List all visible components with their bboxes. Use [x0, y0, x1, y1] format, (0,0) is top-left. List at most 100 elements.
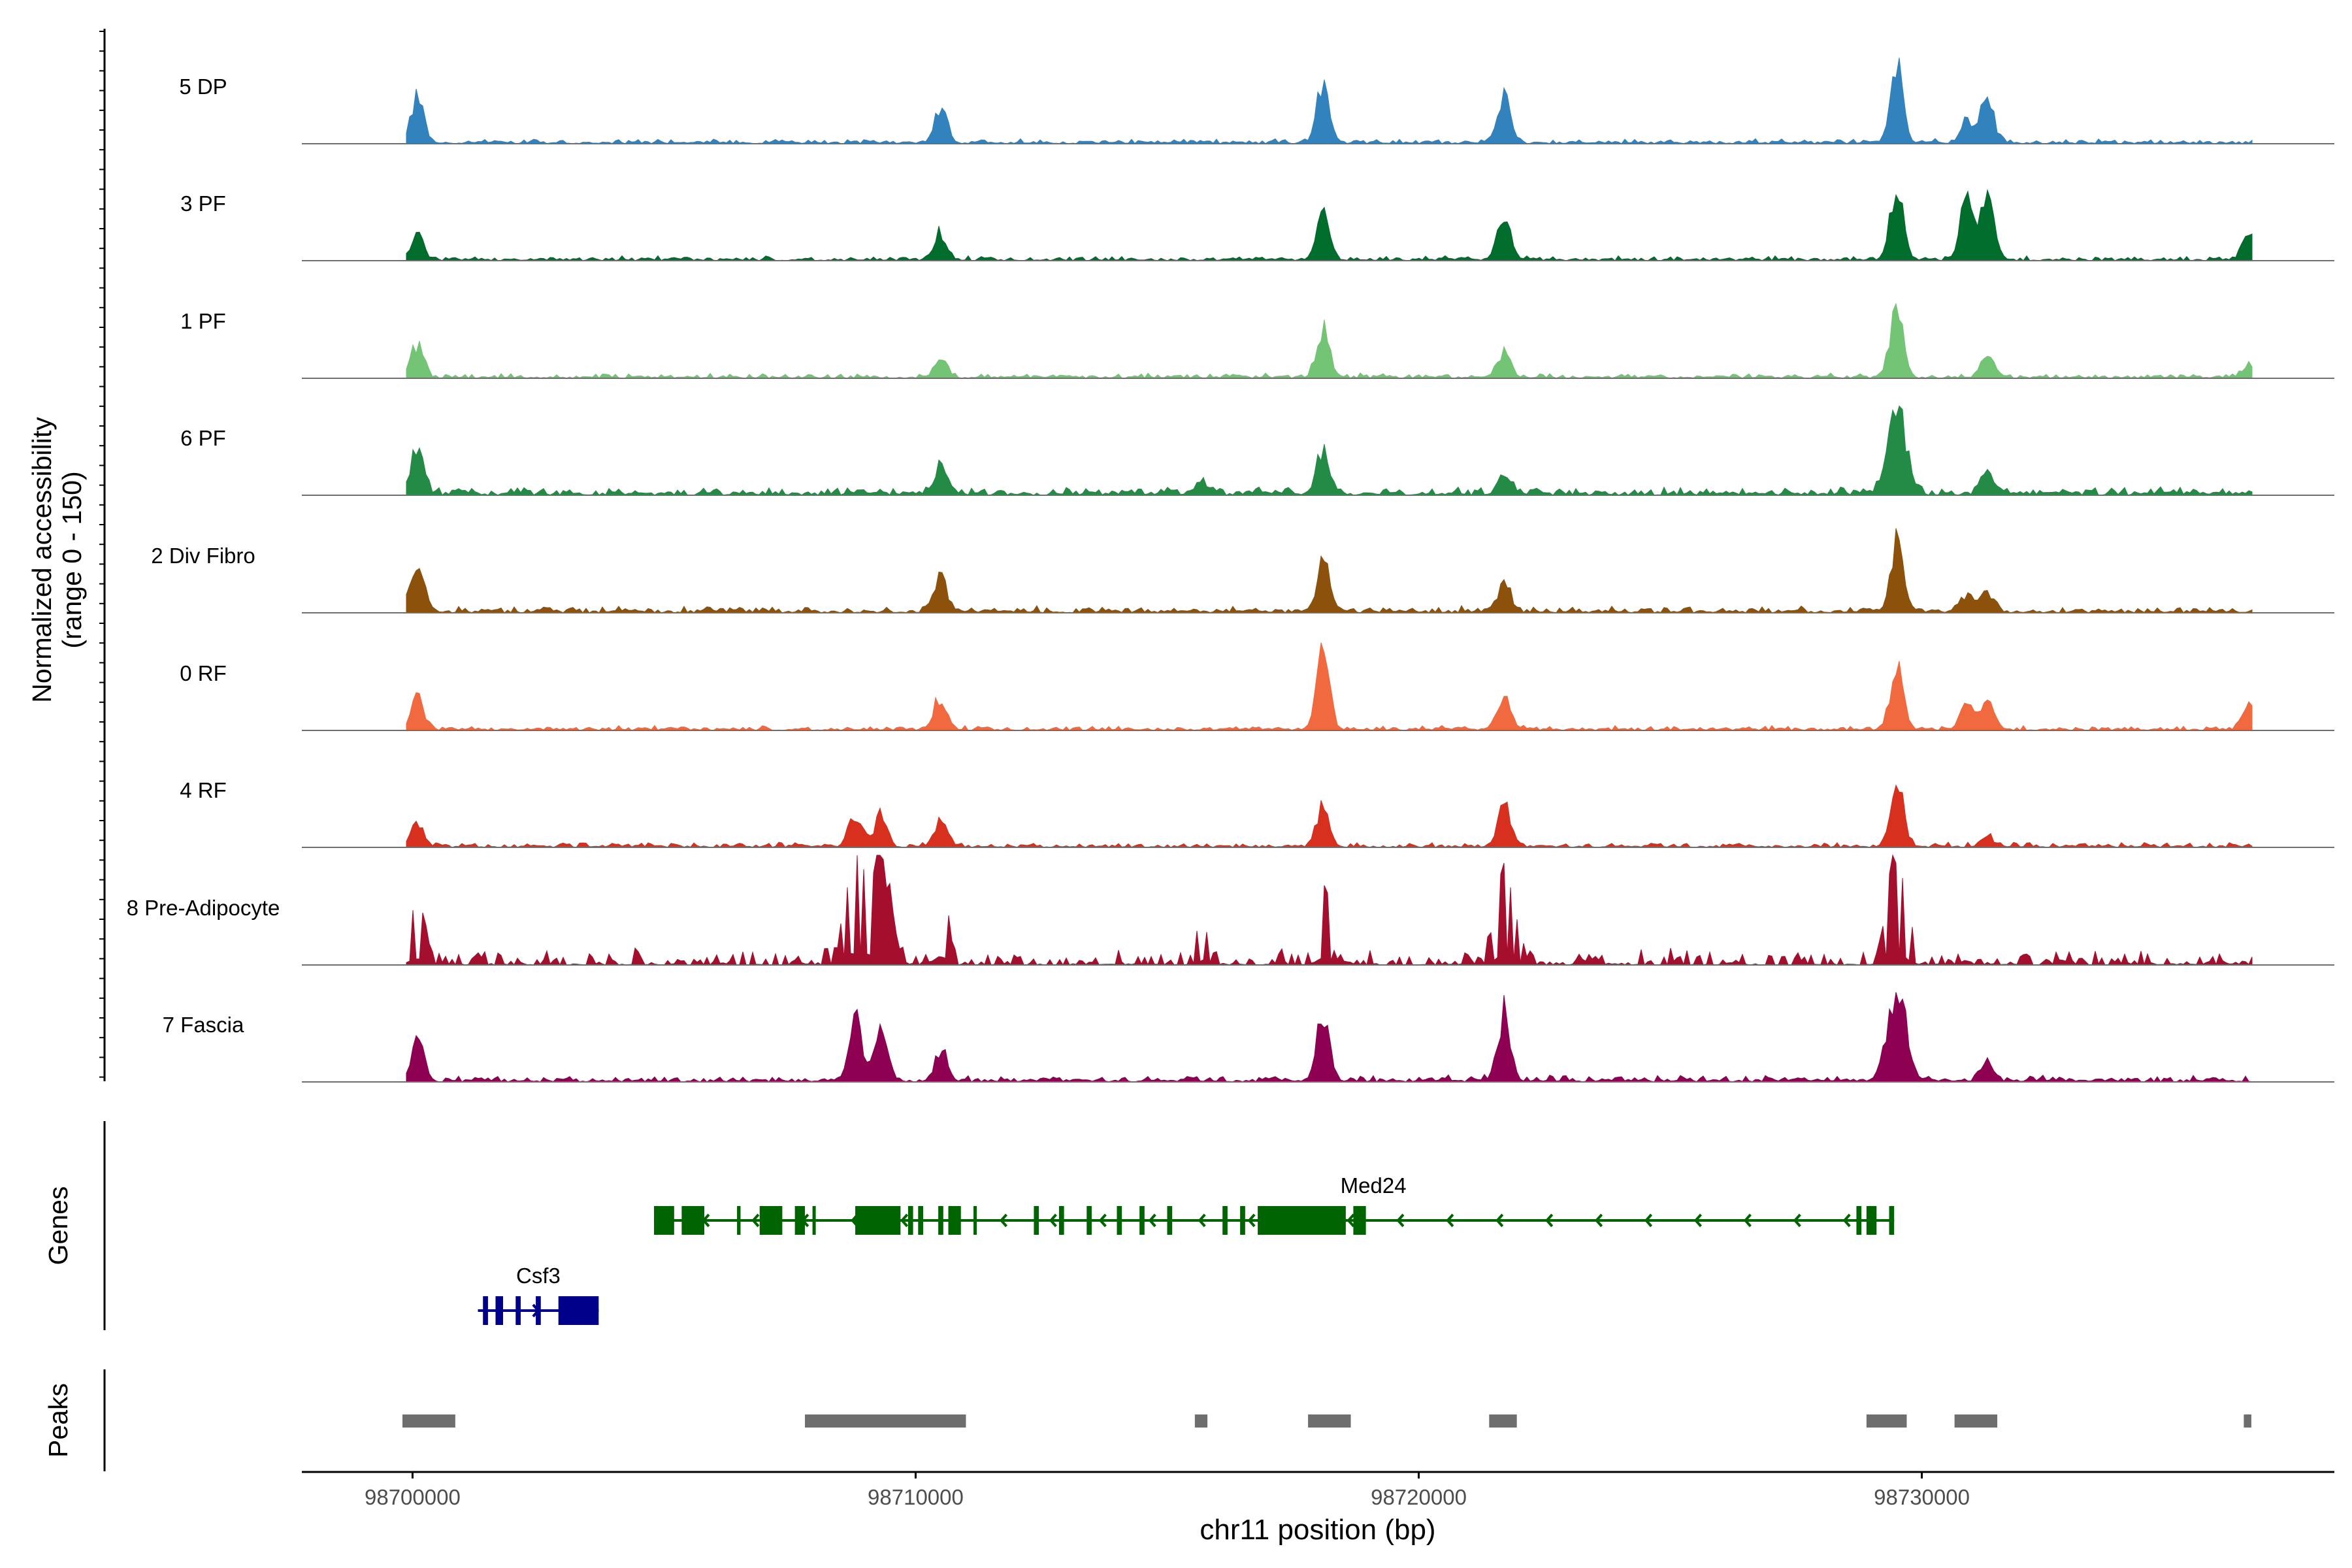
- strand-chevron: [1842, 1213, 1851, 1228]
- coverage-panel: Normalized accessibility (range 0 - 150)…: [27, 29, 2334, 1083]
- peak-region: [1308, 1414, 1351, 1428]
- exon: [973, 1206, 977, 1235]
- coverage-y-label-line2: (range 0 - 150): [57, 471, 87, 648]
- x-tick-label: 98710000: [868, 1485, 964, 1509]
- genes-panel: Genes Med24 Csf3: [43, 1121, 1895, 1330]
- track-label: 8 Pre-Adipocyte: [127, 896, 280, 920]
- peak-region: [805, 1414, 966, 1428]
- strand-chevron: [1396, 1213, 1405, 1228]
- track-label: 2 Div Fibro: [151, 544, 255, 568]
- strand-chevron: [1644, 1213, 1653, 1228]
- peak-region: [2244, 1414, 2251, 1428]
- track-5-dp: 5 DP: [179, 57, 2334, 144]
- track-label: 7 Fascia: [163, 1013, 244, 1037]
- track-label: 0 RF: [180, 661, 227, 685]
- track-label: 6 PF: [180, 426, 226, 450]
- exon: [907, 1206, 913, 1235]
- exon: [495, 1296, 504, 1325]
- exon: [654, 1206, 674, 1235]
- strand-chevron: [1098, 1213, 1107, 1228]
- strand-chevron: [1793, 1213, 1801, 1228]
- strand-chevron: [751, 1213, 760, 1228]
- exon: [483, 1296, 488, 1325]
- x-tick-label: 98730000: [1874, 1485, 1970, 1509]
- exon: [855, 1206, 901, 1235]
- peak-region: [1194, 1414, 1208, 1428]
- exon: [1258, 1206, 1346, 1235]
- x-tick-label: 98700000: [365, 1485, 461, 1509]
- exon: [759, 1206, 783, 1235]
- exon: [1034, 1206, 1039, 1235]
- coverage-tracks: 5 DP 3 PF 1 PF 6 PF 2 Div Fibro 0 RF 4 RF 8 Pre…: [127, 57, 2334, 1083]
- exon: [515, 1296, 521, 1325]
- coverage-area: [406, 528, 2253, 613]
- strand-chevron: [1743, 1213, 1752, 1228]
- strand-chevron: [1693, 1213, 1702, 1228]
- exon: [1889, 1206, 1895, 1235]
- exon: [737, 1206, 741, 1235]
- coverage-area: [406, 992, 2253, 1083]
- coverage-area: [406, 57, 2253, 144]
- peak-region: [402, 1414, 455, 1428]
- peak-region: [1489, 1414, 1517, 1428]
- exon: [918, 1206, 924, 1235]
- peaks-panel: Peaks: [43, 1369, 2251, 1471]
- strand-chevron: [1049, 1213, 1057, 1228]
- coverage-area: [406, 854, 2253, 966]
- peaks-y-label: Peaks: [43, 1383, 73, 1458]
- strand-chevron: [1347, 1213, 1355, 1228]
- coverage-area: [406, 302, 2253, 379]
- track-1-pf: 1 PF: [180, 302, 2334, 379]
- exon: [1353, 1206, 1366, 1235]
- track-8-pre-adipocyte: 8 Pre-Adipocyte: [127, 854, 2334, 966]
- track-label: 3 PF: [180, 191, 226, 216]
- track-7-fascia: 7 Fascia: [163, 992, 2334, 1083]
- gene-med24: Med24: [654, 1173, 1895, 1235]
- exon: [1139, 1206, 1145, 1235]
- exon: [812, 1206, 816, 1235]
- x-axis: 98700000 98710000 98720000 98730000 chr11 p…: [302, 1471, 2334, 1546]
- track-2-div-fibro: 2 Div Fibro: [151, 528, 2334, 613]
- track-4-rf: 4 RF: [180, 778, 2334, 848]
- exon: [1058, 1206, 1064, 1235]
- exon: [536, 1296, 541, 1325]
- track-label: 1 PF: [180, 309, 226, 333]
- exon: [1866, 1206, 1877, 1235]
- peak-regions: [402, 1414, 2251, 1428]
- gene-csf3: Csf3: [478, 1264, 599, 1325]
- x-tick-label: 98720000: [1371, 1485, 1467, 1509]
- strand-chevron: [1247, 1213, 1256, 1228]
- coverage-area: [406, 189, 2253, 261]
- x-axis-ticks: 98700000 98710000 98720000 98730000: [365, 1472, 1970, 1509]
- exon: [1117, 1206, 1122, 1235]
- track-0-rf: 0 RF: [180, 642, 2334, 731]
- coverage-y-label-line1: Normalized accessibility: [27, 417, 57, 703]
- x-axis-label: chr11 position (bp): [1200, 1514, 1435, 1546]
- track-label: 5 DP: [179, 74, 227, 99]
- genes-y-label: Genes: [43, 1186, 73, 1266]
- exon: [948, 1206, 961, 1235]
- peak-region: [1866, 1414, 1907, 1428]
- gene-label: Csf3: [516, 1264, 561, 1288]
- exon: [681, 1206, 705, 1235]
- track-6-pf: 6 PF: [180, 405, 2334, 496]
- coverage-y-axis-ticks: [99, 31, 105, 1078]
- exon: [1222, 1206, 1228, 1235]
- strand-chevron: [1495, 1213, 1504, 1228]
- exon: [1167, 1206, 1173, 1235]
- track-label: 4 RF: [180, 778, 227, 802]
- strand-chevron: [1446, 1213, 1454, 1228]
- strand-chevron: [900, 1213, 909, 1228]
- strand-chevron: [1198, 1213, 1206, 1228]
- coverage-area: [406, 405, 2253, 496]
- strand-chevron: [999, 1213, 1008, 1228]
- gene-label: Med24: [1341, 1173, 1407, 1198]
- exon: [794, 1206, 806, 1235]
- strand-chevron: [1148, 1213, 1156, 1228]
- strand-chevron: [1594, 1213, 1603, 1228]
- exon: [938, 1206, 943, 1235]
- peak-region: [1954, 1414, 1998, 1428]
- exon: [1240, 1206, 1245, 1235]
